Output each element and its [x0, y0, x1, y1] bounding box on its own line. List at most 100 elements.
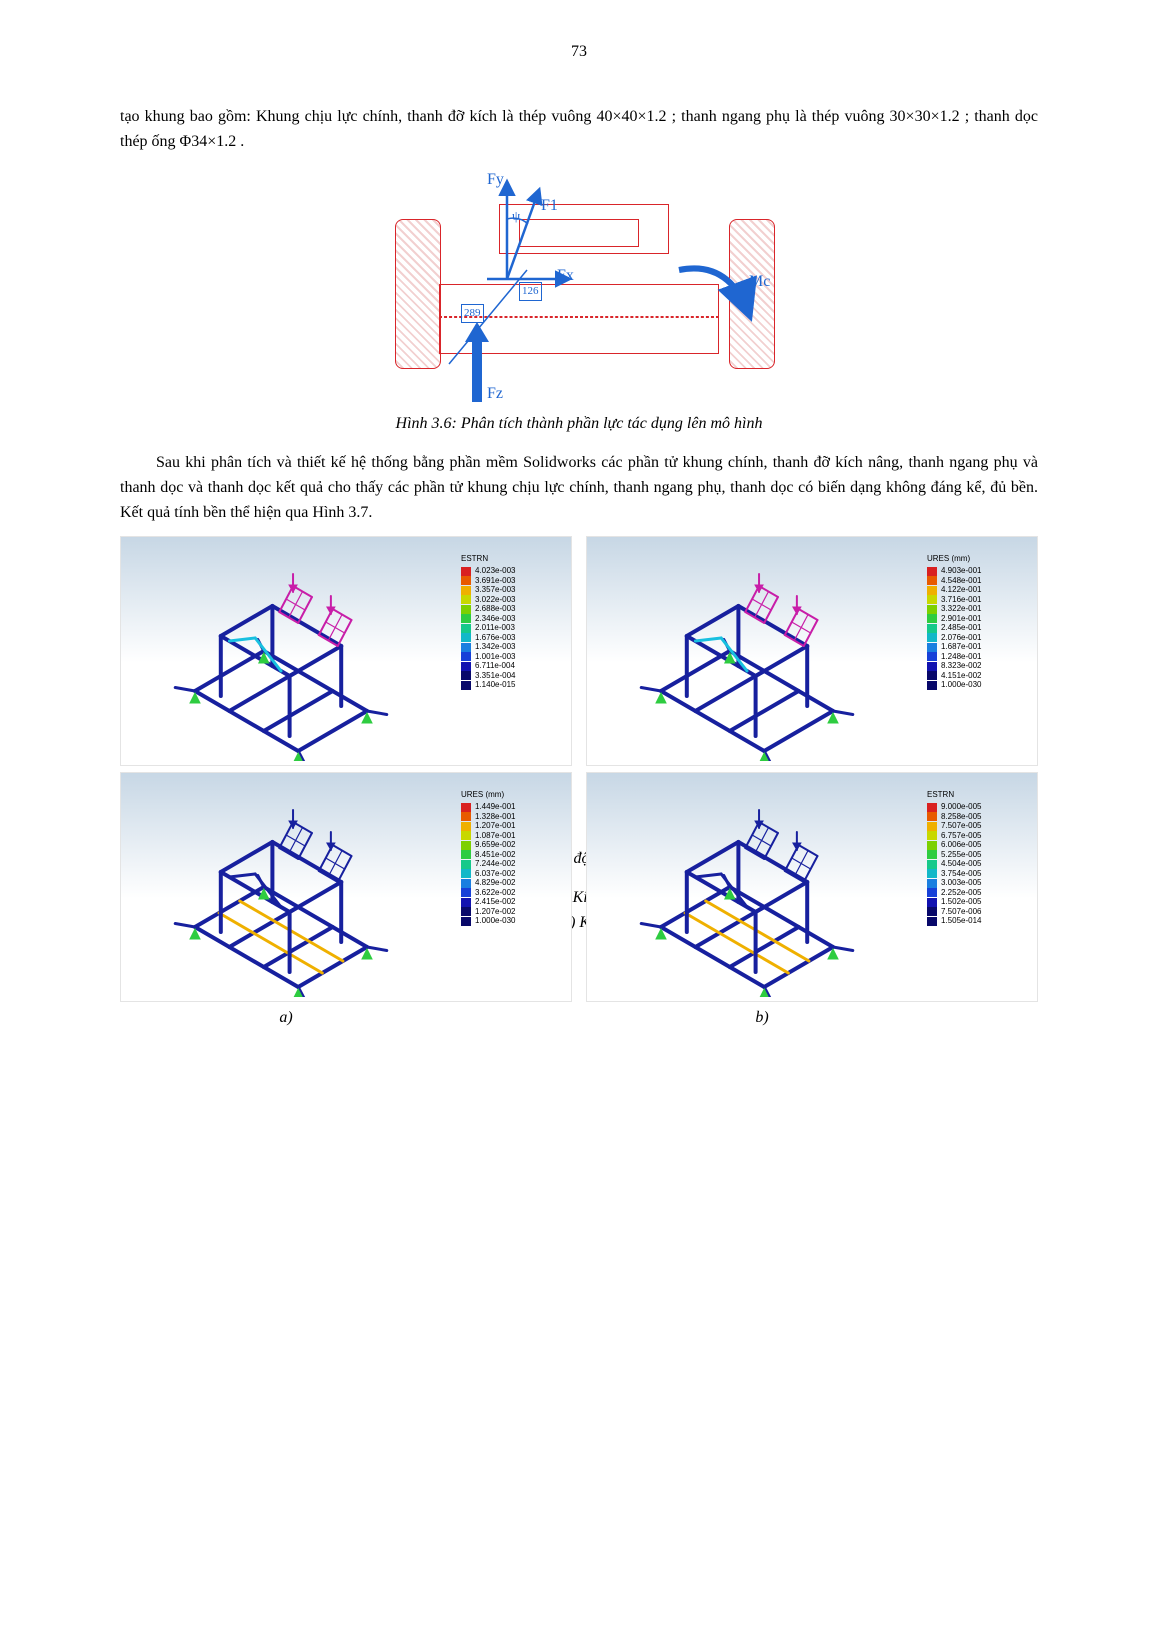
legend-row: 4.023e-003: [461, 567, 561, 576]
legend-row: 6.006e-005: [927, 841, 1027, 850]
panel-label-a: a): [120, 1006, 572, 1031]
legend-row: 3.357e-003: [461, 586, 561, 595]
legend-row: 2.901e-001: [927, 614, 1027, 623]
legend-chip: [927, 614, 937, 623]
legend-row: 1.676e-003: [461, 633, 561, 642]
legend-row: 2.252e-005: [927, 888, 1027, 897]
legend-row: 2.011e-003: [461, 624, 561, 633]
legend-chip: [461, 576, 471, 585]
figure-3-6: Fy F1 ψ Fx Fz Mc 126 289: [120, 164, 1038, 404]
legend-row: 4.151e-002: [927, 671, 1027, 680]
legend-value: 2.076e-001: [941, 634, 981, 642]
legend-row: 4.504e-005: [927, 860, 1027, 869]
legend-chip: [927, 576, 937, 585]
legend-value: 6.006e-005: [941, 841, 981, 849]
legend-chip: [927, 605, 937, 614]
legend-value: 3.003e-005: [941, 879, 981, 887]
legend-chip: [927, 841, 937, 850]
legend-chip: [461, 907, 471, 916]
legend-value: 4.151e-002: [941, 672, 981, 680]
legend-value: 3.322e-001: [941, 605, 981, 613]
legend-row: 3.022e-003: [461, 595, 561, 604]
panel-a: ESTRN4.023e-0033.691e-0033.357e-0033.022…: [120, 536, 572, 766]
legend-row: 2.076e-001: [927, 633, 1027, 642]
legend-value: 1.505e-014: [941, 917, 981, 925]
legend-value: 3.357e-003: [475, 586, 515, 594]
legend-chip: [461, 586, 471, 595]
legend-chip: [461, 614, 471, 623]
frame-iso-b: [597, 551, 897, 761]
legend-chip: [927, 907, 937, 916]
legend-chip: [461, 652, 471, 661]
legend-value: 4.023e-003: [475, 567, 515, 575]
legend-value: 6.037e-002: [475, 870, 515, 878]
legend-chip: [461, 662, 471, 671]
legend-row: 6.037e-002: [461, 869, 561, 878]
legend-chip: [927, 917, 937, 926]
legend-value: 8.323e-002: [941, 662, 981, 670]
legend-value: 4.548e-001: [941, 577, 981, 585]
legend-chip: [927, 624, 937, 633]
legend-chip: [461, 812, 471, 821]
legend-row: 1.502e-005: [927, 898, 1027, 907]
legend-value: 1.000e-030: [475, 917, 515, 925]
legend-value: 2.901e-001: [941, 615, 981, 623]
label-f1: F1: [541, 194, 558, 219]
legend-value: 1.328e-001: [475, 813, 515, 821]
legend-value: 2.485e-001: [941, 624, 981, 632]
legend-chip: [927, 888, 937, 897]
legend-row: 3.351e-004: [461, 671, 561, 680]
legend-row: 6.757e-005: [927, 831, 1027, 840]
legend-chip: [927, 898, 937, 907]
legend-row: 1.001e-003: [461, 652, 561, 661]
legend-value: 4.122e-001: [941, 586, 981, 594]
legend-chip: [461, 633, 471, 642]
legend-value: 1.001e-003: [475, 653, 515, 661]
legend-chip: [461, 898, 471, 907]
legend-row: 4.903e-001: [927, 567, 1027, 576]
panel-label-b: b): [586, 1006, 1038, 1031]
legend-value: 1.140e-015: [475, 681, 515, 689]
legend-value: 2.415e-002: [475, 898, 515, 906]
legend-value: 2.688e-003: [475, 605, 515, 613]
legend-value: 4.504e-005: [941, 860, 981, 868]
legend-value: 2.346e-003: [475, 615, 515, 623]
legend-row: 3.003e-005: [927, 879, 1027, 888]
legend-value: 7.507e-005: [941, 822, 981, 830]
legend-chip: [461, 595, 471, 604]
legend-row: 4.829e-002: [461, 879, 561, 888]
legend-chip: [927, 681, 937, 690]
legend-value: 1.207e-001: [475, 822, 515, 830]
legend-value: 7.244e-002: [475, 860, 515, 868]
legend-chip: [461, 917, 471, 926]
page-number: 73: [120, 40, 1038, 65]
legend-row: 1.207e-001: [461, 822, 561, 831]
legend-row: 1.140e-015: [461, 681, 561, 690]
legend-row: 5.255e-005: [927, 850, 1027, 859]
legend-value: 1.449e-001: [475, 803, 515, 811]
label-fy: Fy: [487, 168, 504, 193]
legend-row: 2.688e-003: [461, 605, 561, 614]
legend-chip: [927, 803, 937, 812]
legend-title: ESTRN: [461, 553, 561, 565]
legend-value: 1.087e-001: [475, 832, 515, 840]
legend-row: 1.505e-014: [927, 917, 1027, 926]
legend-chip: [927, 831, 937, 840]
legend-row: 8.258e-005: [927, 812, 1027, 821]
legend-value: 1.207e-002: [475, 908, 515, 916]
legend-value: 7.507e-006: [941, 908, 981, 916]
legend-chip: [927, 652, 937, 661]
legend-chip: [927, 662, 937, 671]
legend-row: 7.507e-006: [927, 907, 1027, 916]
legend-chip: [461, 841, 471, 850]
legend-value: 4.829e-002: [475, 879, 515, 887]
legend-row: 4.548e-001: [927, 576, 1027, 585]
legend-chip: [461, 879, 471, 888]
legend-row: 2.485e-001: [927, 624, 1027, 633]
legend-chip: [927, 879, 937, 888]
paragraph-1: tạo khung bao gồm: Khung chịu lực chính,…: [120, 105, 1038, 155]
legend-row: 1.000e-030: [927, 681, 1027, 690]
frame-iso-a: [131, 551, 431, 761]
legend-row: 1.328e-001: [461, 812, 561, 821]
legend-value: 3.716e-001: [941, 596, 981, 604]
